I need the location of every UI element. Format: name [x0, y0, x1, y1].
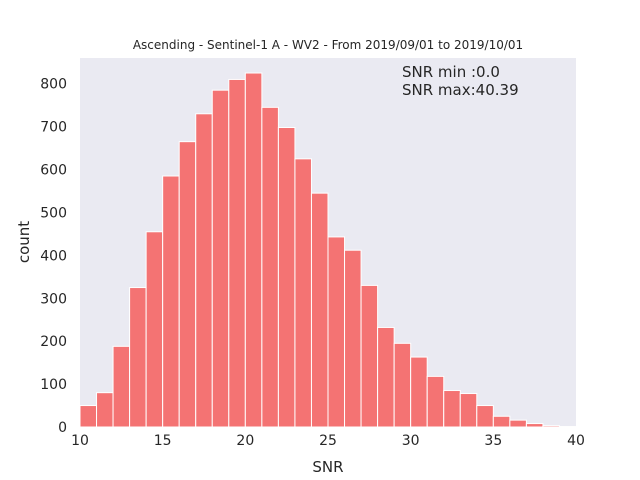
histogram-bar: [228, 78, 246, 428]
histogram-bar: [310, 192, 329, 428]
x-tick-label: 30: [402, 433, 420, 449]
histogram-bar: [410, 356, 428, 428]
histogram-bar: [162, 175, 180, 428]
histogram-bar: [360, 284, 379, 428]
x-tick-label: 40: [567, 433, 585, 449]
histogram-bar: [542, 425, 560, 428]
histogram-bar: [492, 415, 511, 428]
x-tick-label: 35: [484, 433, 502, 449]
y-tick-label: 400: [40, 248, 67, 264]
histogram-bar: [393, 342, 412, 428]
bars-group: [79, 72, 577, 428]
y-tick-labels: 0 100 200 300 400 500 600 700 800: [40, 77, 67, 436]
y-axis-label: count: [15, 221, 33, 263]
histogram-bar: [377, 326, 395, 428]
annotation-snr-min: SNR min :0.0: [402, 63, 500, 81]
y-tick-label: 100: [40, 377, 67, 393]
y-tick-label: 700: [40, 120, 67, 136]
x-tick-labels: 10 15 20 25 30 35 40: [71, 433, 585, 449]
histogram-bar: [277, 127, 296, 428]
y-tick-label: 0: [58, 420, 67, 436]
histogram-bar: [79, 405, 98, 428]
histogram-bar: [195, 113, 213, 428]
histogram-bar: [112, 345, 131, 428]
histogram-bar: [426, 375, 445, 428]
histogram-bar: [344, 249, 362, 428]
y-tick-label: 200: [40, 334, 67, 350]
x-tick-label: 25: [319, 433, 337, 449]
histogram-bar: [178, 141, 197, 428]
y-tick-label: 800: [40, 77, 67, 93]
histogram-bar: [294, 158, 312, 428]
histogram-bar: [525, 423, 544, 428]
y-tick-label: 300: [40, 291, 67, 307]
histogram-bar: [211, 89, 230, 428]
histogram-bar: [327, 236, 346, 428]
annotation-snr-max: SNR max:40.39: [402, 81, 519, 99]
histogram-bar: [261, 106, 279, 428]
histogram-bar: [129, 287, 147, 428]
chart-title: Ascending - Sentinel-1 A - WV2 - From 20…: [133, 38, 523, 52]
x-axis-label: SNR: [312, 458, 343, 476]
histogram-bar: [509, 419, 527, 428]
histogram-bar: [476, 405, 494, 428]
histogram-bar: [443, 390, 461, 428]
x-tick-label: 15: [154, 433, 172, 449]
y-tick-label: 500: [40, 205, 67, 221]
x-tick-label: 20: [236, 433, 254, 449]
histogram-bar: [96, 392, 114, 428]
histogram-bar: [244, 72, 263, 428]
x-tick-label: 10: [71, 433, 89, 449]
y-tick-label: 600: [40, 163, 67, 179]
histogram-bar: [145, 231, 164, 428]
histogram-bar: [459, 393, 478, 428]
